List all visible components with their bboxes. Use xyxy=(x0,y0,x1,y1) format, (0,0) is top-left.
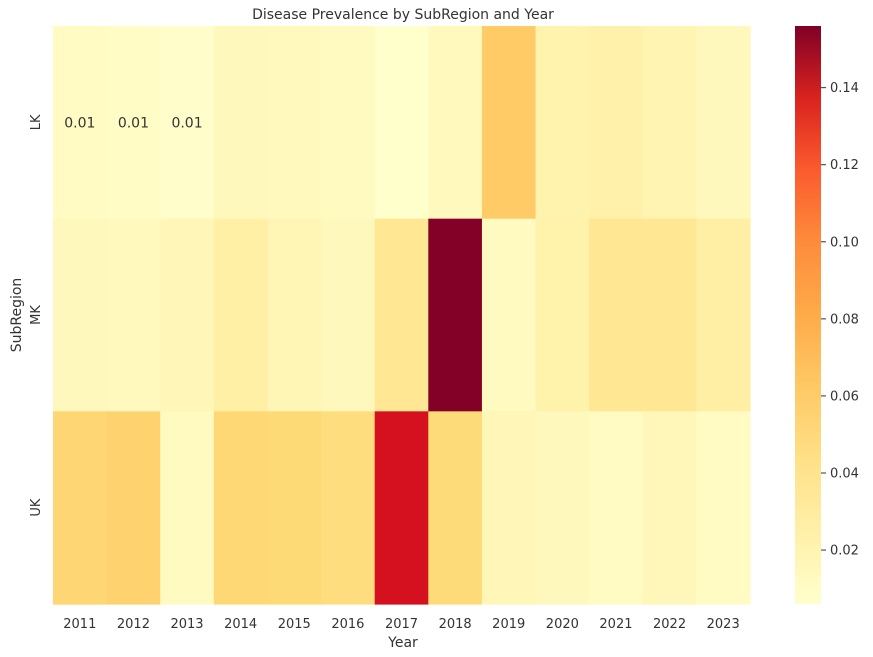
heatmap-cell xyxy=(213,26,269,220)
x-tick-label: 2015 xyxy=(278,617,311,632)
heatmap-cell xyxy=(160,26,215,220)
cell-annotation: 0.01 xyxy=(171,115,202,131)
heatmap-cell xyxy=(106,411,161,605)
x-tick-label: 2016 xyxy=(331,617,364,632)
colorbar xyxy=(795,26,821,604)
heatmap-cell xyxy=(481,26,537,220)
heatmap-cell xyxy=(374,218,429,412)
heatmap-cell xyxy=(321,218,376,412)
heatmap-cell xyxy=(267,26,322,220)
heatmap-cell xyxy=(428,218,483,412)
colorbar-tick-label: 0.14 xyxy=(830,81,859,96)
colorbar-tick-label: 0.04 xyxy=(830,466,859,481)
heatmap-cell xyxy=(106,26,161,220)
x-tick-label: 2013 xyxy=(170,617,203,632)
x-tick-label: 2023 xyxy=(707,617,740,632)
heatmap-cell xyxy=(696,26,751,220)
colorbar-tick-label: 0.06 xyxy=(830,389,859,404)
colorbar-ticks: 0.02 0.04 0.06 0.08 0.10 0.12 0.14 xyxy=(821,81,859,559)
heatmap-cell xyxy=(267,411,322,605)
x-tick-label: 2022 xyxy=(653,617,686,632)
colorbar-tick-label: 0.10 xyxy=(830,235,859,250)
x-tick-label: 2014 xyxy=(224,617,257,632)
cell-annotation: 0.01 xyxy=(118,115,149,131)
y-tick-labels: LK MK UK xyxy=(29,114,44,517)
chart-title: Disease Prevalence by SubRegion and Year xyxy=(252,7,554,23)
colorbar-tick-label: 0.08 xyxy=(830,312,859,327)
heatmap-cell xyxy=(696,218,751,412)
x-axis-label: Year xyxy=(387,635,418,651)
y-tick-label: LK xyxy=(29,114,44,130)
x-tick-label: 2021 xyxy=(599,617,632,632)
heatmap-cell xyxy=(642,218,697,412)
heatmap-cell xyxy=(589,218,644,412)
colorbar-tick-label: 0.02 xyxy=(830,544,859,559)
heatmap-cell xyxy=(321,26,376,220)
cell-annotations: 0.01 0.01 0.01 xyxy=(64,115,202,131)
heatmap-cell xyxy=(213,218,269,412)
heatmap-cell xyxy=(481,411,537,605)
heatmap-cell xyxy=(535,411,590,605)
y-tick-label: MK xyxy=(29,305,44,325)
heatmap-cell xyxy=(53,411,108,605)
colorbar-tick-label: 0.12 xyxy=(830,158,859,173)
heatmap-cell xyxy=(213,411,269,605)
heatmap-cell xyxy=(374,26,429,220)
heatmap-cell xyxy=(696,411,751,605)
x-tick-label: 2019 xyxy=(492,617,525,632)
heatmap-cell xyxy=(160,218,215,412)
heatmap-cell xyxy=(428,411,483,605)
heatmap-cell xyxy=(374,411,429,605)
x-tick-label: 2018 xyxy=(439,617,472,632)
x-tick-label: 2020 xyxy=(546,617,579,632)
heatmap-cell xyxy=(267,218,322,412)
heatmap-cells xyxy=(53,26,751,605)
y-axis-label: SubRegion xyxy=(9,278,25,353)
x-tick-label: 2012 xyxy=(117,617,150,632)
heatmap-cell xyxy=(642,411,697,605)
heatmap-cell xyxy=(642,26,697,220)
heatmap-cell xyxy=(321,411,376,605)
heatmap-cell xyxy=(106,218,161,412)
heatmap-cell xyxy=(589,26,644,220)
heatmap-cell xyxy=(428,26,483,220)
heatmap-cell xyxy=(535,26,590,220)
x-tick-label: 2017 xyxy=(385,617,418,632)
heatmap-cell xyxy=(589,411,644,605)
y-tick-label: UK xyxy=(29,498,44,517)
x-tick-labels: 2011 2012 2013 2014 2015 2016 2017 2018 2019 2020… xyxy=(63,617,739,632)
heatmap-cell xyxy=(481,218,537,412)
heatmap-cell xyxy=(53,218,108,412)
heatmap-cell xyxy=(535,218,590,412)
heatmap-cell xyxy=(53,26,108,220)
cell-annotation: 0.01 xyxy=(64,115,95,131)
x-tick-label: 2011 xyxy=(63,617,96,632)
heatmap-cell xyxy=(160,411,215,605)
